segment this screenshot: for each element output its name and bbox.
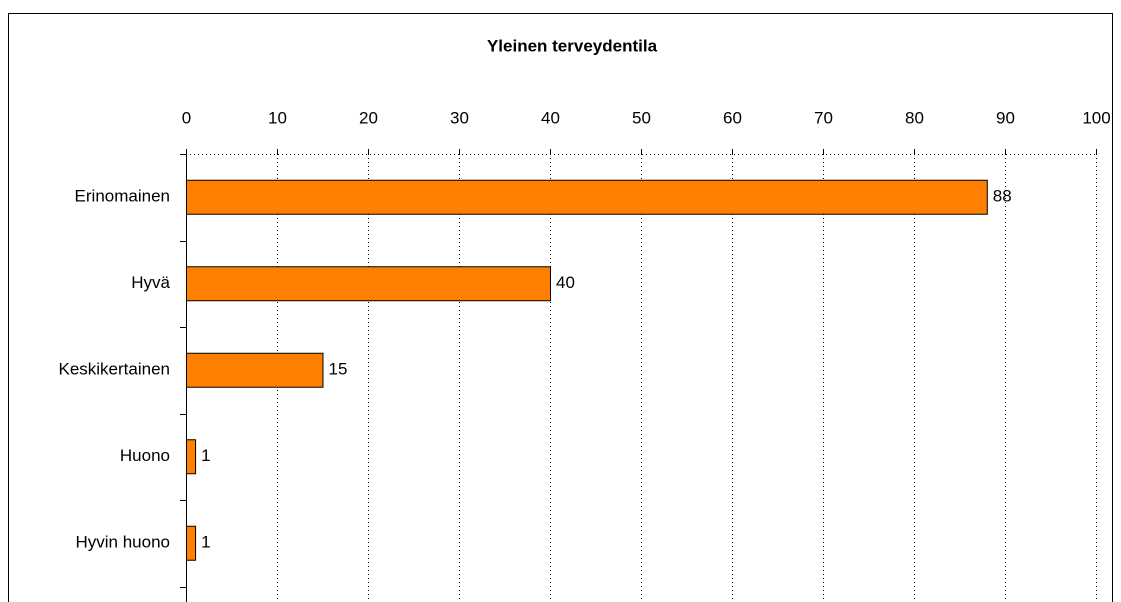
data-label: 15 xyxy=(329,360,348,379)
x-tick-label: 30 xyxy=(450,108,469,127)
x-tick-label: 50 xyxy=(632,108,651,127)
chart-title: Yleinen terveydentila xyxy=(487,36,658,55)
y-tick-label: Hyvä xyxy=(131,273,170,292)
data-label: 1 xyxy=(201,446,210,465)
x-tick-label: 70 xyxy=(814,108,833,127)
data-label: 1 xyxy=(201,533,210,552)
x-tick-label: 10 xyxy=(268,108,287,127)
y-tick-label: Erinomainen xyxy=(75,187,170,206)
bar xyxy=(186,352,324,388)
bar xyxy=(186,266,551,302)
data-label: 40 xyxy=(556,273,575,292)
bar xyxy=(186,179,988,215)
x-tick-label: 80 xyxy=(905,108,924,127)
bar xyxy=(186,525,197,561)
y-tick-label: Keskikertainen xyxy=(58,360,170,379)
chart-frame xyxy=(8,13,1113,602)
data-label: 88 xyxy=(993,187,1012,206)
x-tick-label: 0 xyxy=(182,108,191,127)
x-tick-label: 40 xyxy=(541,108,560,127)
y-tick-label: Hyvin huono xyxy=(75,533,170,552)
x-tick-label: 100 xyxy=(1082,108,1110,127)
x-tick-label: 60 xyxy=(723,108,742,127)
y-tick-label: Huono xyxy=(120,446,170,465)
x-tick-label: 90 xyxy=(996,108,1015,127)
x-tick-label: 20 xyxy=(359,108,378,127)
bar xyxy=(186,439,197,475)
